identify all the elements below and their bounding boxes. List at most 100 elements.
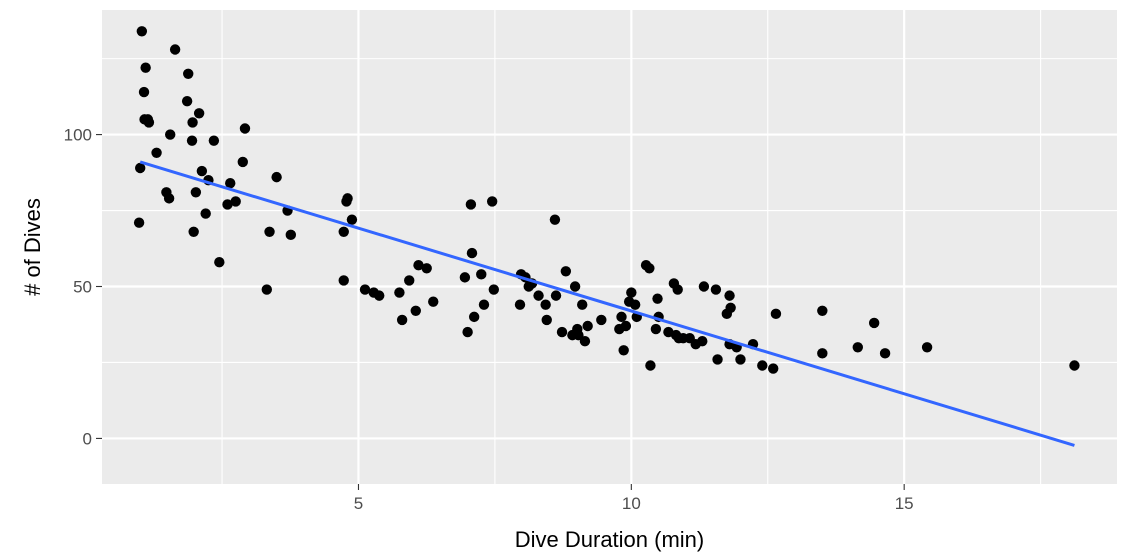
data-point [136, 26, 148, 37]
data-point [466, 247, 478, 259]
major-gridlines [102, 10, 1117, 484]
data-point [342, 193, 353, 204]
y-axis-title: # of Dives [20, 198, 45, 296]
data-point [186, 135, 198, 146]
data-point [214, 256, 225, 268]
data-point [134, 162, 146, 174]
data-point [879, 348, 891, 359]
data-point [239, 123, 251, 134]
y-axis-ticks: 0 50 100 [64, 126, 102, 448]
data-point [582, 320, 593, 332]
x-tick-label: 15 [895, 494, 914, 513]
data-point [710, 284, 722, 295]
data-point [541, 314, 552, 326]
data-point [285, 229, 297, 241]
data-point [208, 135, 220, 146]
data-point [421, 263, 432, 274]
data-point [476, 269, 487, 280]
data-point [579, 335, 591, 347]
data-point [672, 284, 683, 295]
data-point [138, 86, 150, 98]
data-point [921, 342, 933, 353]
data-point [133, 217, 145, 228]
data-point [140, 62, 151, 73]
data-point [143, 117, 155, 128]
data-point [650, 323, 662, 335]
data-point [712, 354, 723, 365]
data-point [1069, 360, 1080, 371]
panel-background [102, 10, 1117, 484]
data-point [645, 360, 656, 371]
x-axis-ticks: 5 10 15 [354, 484, 914, 513]
data-point [735, 354, 746, 365]
data-point [338, 275, 349, 286]
data-point [462, 326, 473, 338]
data-point [618, 345, 629, 356]
data-point [540, 299, 551, 310]
y-tick-label: 100 [64, 126, 92, 145]
data-point [757, 360, 768, 371]
data-point [556, 326, 568, 338]
data-point [817, 305, 828, 317]
data-point [652, 293, 663, 304]
data-point [163, 193, 175, 204]
data-point [196, 165, 208, 177]
data-point [193, 108, 205, 119]
data-point [465, 199, 477, 210]
data-point [410, 305, 421, 317]
data-point [577, 299, 588, 310]
data-point [151, 147, 162, 159]
data-point [533, 290, 544, 301]
data-point [200, 208, 211, 219]
data-point [264, 226, 275, 238]
data-point [169, 44, 181, 55]
x-axis-title: Dive Duration (min) [515, 527, 705, 552]
data-point [629, 299, 641, 310]
data-point [725, 302, 736, 313]
data-point [222, 199, 233, 210]
data-point [183, 68, 194, 80]
data-point [271, 171, 282, 183]
data-point [724, 290, 735, 301]
x-tick-label: 10 [622, 494, 641, 513]
data-point [413, 260, 424, 271]
data-point [187, 117, 198, 128]
data-point [616, 311, 627, 323]
data-point [488, 284, 500, 295]
fit-line [139, 160, 1075, 447]
data-point [868, 317, 880, 329]
data-point [468, 311, 480, 323]
data-point [770, 308, 782, 320]
data-point [394, 287, 405, 298]
data-point [549, 214, 561, 225]
data-point [428, 296, 439, 307]
data-point [165, 129, 176, 140]
data-point [817, 348, 828, 359]
data-point [486, 196, 498, 207]
data-point [569, 281, 581, 292]
data-point [478, 299, 490, 310]
x-tick-label: 5 [354, 494, 363, 513]
data-point [697, 335, 708, 347]
y-tick-label: 0 [83, 429, 92, 448]
data-point [338, 226, 349, 238]
data-point [261, 284, 273, 295]
data-point [550, 290, 562, 301]
data-point [188, 226, 199, 238]
data-point [644, 263, 655, 274]
data-point [626, 287, 637, 298]
data-point [230, 196, 241, 207]
data-point [573, 329, 584, 341]
data-point [346, 214, 358, 225]
data-point [225, 177, 236, 189]
data-point [374, 290, 385, 301]
data-point [698, 281, 710, 292]
data-point [560, 266, 572, 277]
data-point [768, 363, 779, 374]
data-point [620, 320, 632, 332]
data-point [190, 187, 202, 198]
data-point [852, 342, 863, 353]
data-point [181, 95, 193, 107]
fit-line-layer [139, 160, 1075, 447]
